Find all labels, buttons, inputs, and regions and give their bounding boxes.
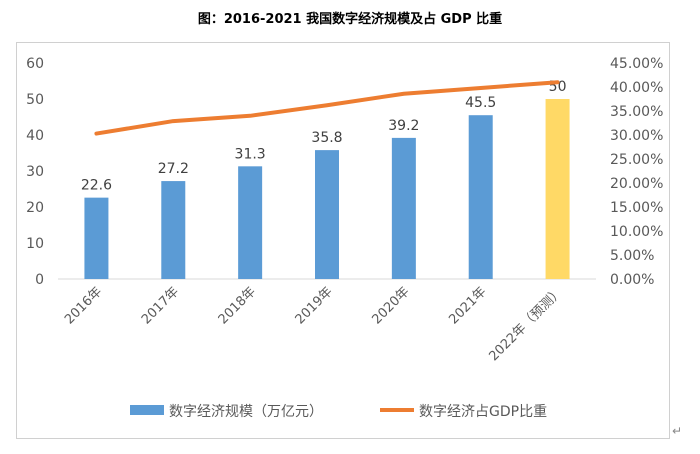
- bar: [238, 166, 263, 279]
- bar-data-label: 31.3: [235, 146, 266, 162]
- x-axis-label: 2018年: [216, 284, 259, 327]
- chart-title: 图：2016-2021 我国数字经济规模及占 GDP 比重: [197, 12, 503, 27]
- right-axis-tick: 15.00%: [610, 200, 663, 216]
- right-axis-tick: 35.00%: [610, 104, 663, 120]
- bar-data-label: 27.2: [158, 161, 189, 177]
- x-axis-label: 2020年: [369, 284, 412, 327]
- right-axis-tick: 25.00%: [610, 152, 663, 168]
- left-axis-tick: 30: [26, 164, 44, 180]
- right-axis-tick: 5.00%: [610, 248, 654, 264]
- right-axis-tick: 30.00%: [610, 128, 663, 144]
- left-axis-tick: 50: [26, 92, 44, 108]
- right-axis-tick: 20.00%: [610, 176, 663, 192]
- bar: [391, 137, 416, 279]
- x-axis-label: 2021年: [446, 284, 489, 327]
- x-axis-label: 2019年: [293, 284, 336, 327]
- x-axis-label: 2017年: [139, 284, 182, 327]
- bar: [545, 99, 570, 279]
- bar: [315, 150, 339, 279]
- left-axis-tick: 0: [35, 272, 44, 288]
- legend-line-label: 数字经济占GDP比重: [419, 404, 547, 420]
- chart-frame: [16, 42, 670, 439]
- legend-bar-label: 数字经济规模（万亿元）: [169, 404, 323, 420]
- right-axis-tick: 10.00%: [610, 224, 663, 240]
- legend-bar-swatch: [130, 405, 164, 415]
- right-axis-tick: 0.00%: [610, 272, 654, 288]
- bar-data-label: 22.6: [81, 178, 112, 194]
- right-axis-tick: 40.00%: [610, 80, 663, 96]
- bar: [468, 115, 493, 279]
- bar: [84, 197, 109, 279]
- x-axis-label: 2022年（预测）: [486, 284, 566, 364]
- right-axis-tick: 45.00%: [610, 56, 663, 72]
- bar-data-label: 39.2: [388, 118, 419, 134]
- left-axis-tick: 40: [26, 128, 44, 144]
- x-axis-label: 2016年: [62, 284, 105, 327]
- left-axis-tick: 20: [26, 200, 44, 216]
- paragraph-mark: ↵: [672, 424, 683, 438]
- left-axis-tick: 10: [26, 236, 44, 252]
- left-axis-tick: 60: [26, 56, 44, 72]
- bar-data-label: 35.8: [311, 130, 342, 146]
- bar: [161, 181, 186, 279]
- bar-data-label: 45.5: [465, 95, 496, 111]
